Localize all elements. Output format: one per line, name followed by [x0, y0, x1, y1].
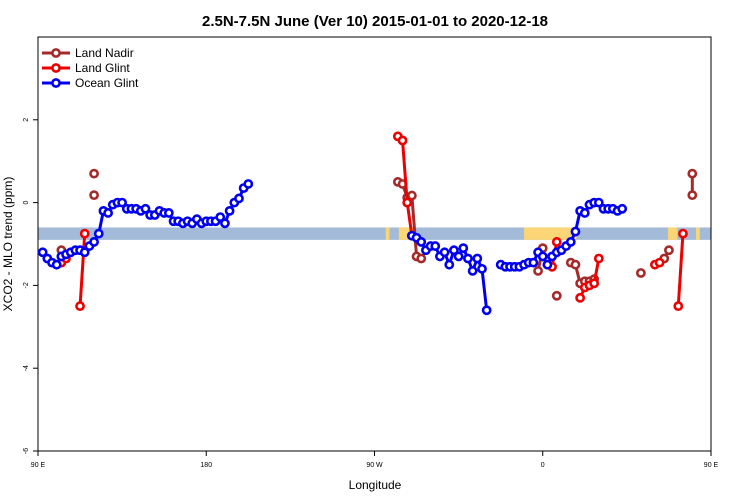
data-point [593, 197, 604, 208]
series-land-nadir [56, 168, 698, 301]
y-tick-label: 2 [23, 118, 30, 122]
y-tick-label: 0 [23, 201, 30, 205]
data-point [243, 179, 254, 189]
data-point [575, 292, 586, 303]
series-line [676, 233, 685, 307]
y-axis-label: XCO2 - MLO trend (ppm) [1, 177, 15, 312]
data-point [533, 266, 543, 276]
data-point [79, 228, 90, 239]
data-point [589, 278, 600, 289]
data-point [75, 301, 85, 311]
data-point [542, 259, 553, 270]
data-point [117, 197, 128, 208]
data-point [444, 259, 455, 270]
data-point [140, 203, 151, 214]
data-point [406, 190, 417, 201]
data-point [416, 237, 427, 247]
chart-title: 2.5N-7.5N June (Ver 10) 2015-01-01 to 20… [202, 13, 548, 30]
x-tick-label: 90 E [31, 462, 46, 469]
data-point [220, 218, 230, 229]
data-point [551, 237, 562, 247]
data-point [664, 245, 674, 256]
x-axis-ticks: 90 E 180 90 W 0 90 E [31, 451, 719, 469]
data-point [215, 212, 226, 222]
y-tick-label: -4 [23, 365, 30, 371]
land-band-segment [668, 227, 678, 240]
plot-frame [37, 36, 712, 452]
data-point [673, 301, 684, 311]
data-point [579, 208, 590, 218]
data-point [430, 241, 441, 251]
land-band-segment [385, 227, 390, 240]
data-point [458, 243, 469, 254]
data-point [687, 168, 698, 179]
data-point [224, 205, 235, 216]
data-point [635, 268, 646, 278]
data-point [537, 251, 548, 262]
data-point [93, 228, 104, 239]
data-point [481, 305, 492, 316]
data-point [593, 253, 604, 264]
legend-label: Land Glint [75, 61, 130, 75]
data-point [397, 135, 408, 146]
legend-marker [51, 63, 61, 73]
data-point [89, 190, 99, 201]
data-point [570, 259, 581, 270]
data-point [103, 208, 114, 218]
data-point [551, 290, 562, 301]
data-point [472, 253, 483, 264]
data-point [467, 266, 478, 276]
land-band-segment [524, 227, 577, 240]
x-tick-label: 0 [541, 462, 545, 469]
data-point [79, 247, 90, 258]
data-point [654, 257, 665, 268]
data-point [416, 253, 427, 264]
x-axis-label: Longitude [349, 478, 402, 492]
data-point [37, 247, 48, 258]
series-line [78, 233, 87, 307]
data-point [678, 228, 688, 239]
data-point [89, 168, 99, 179]
data-point [439, 247, 450, 258]
legend-marker [51, 78, 61, 88]
data-point [477, 263, 487, 274]
series-layer [37, 131, 698, 316]
series-land-glint [56, 131, 688, 311]
data-point [463, 253, 473, 264]
data-point [687, 190, 698, 201]
ocean-land-band [38, 227, 711, 240]
data-point [51, 259, 62, 270]
legend-marker [51, 48, 61, 58]
data-point [449, 245, 459, 256]
data-point [453, 251, 464, 262]
data-point [402, 197, 413, 208]
data-point [617, 203, 628, 214]
data-point [234, 193, 244, 204]
land-band-segment [696, 227, 700, 240]
data-point [89, 237, 99, 247]
data-point [528, 257, 539, 268]
x-tick-label: 90 W [366, 462, 383, 469]
series-ocean-glint [37, 179, 628, 316]
x-tick-label: 90 E [704, 462, 719, 469]
data-point [163, 208, 174, 218]
y-tick-label: -2 [23, 282, 30, 288]
data-point [565, 237, 576, 247]
y-axis-ticks: -6 -4 -2 0 2 [23, 118, 38, 454]
legend-label: Land Nadir [75, 46, 134, 60]
ocean-band [38, 227, 711, 240]
y-tick-label: -6 [23, 448, 30, 454]
data-point [570, 226, 581, 237]
legend-label: Ocean Glint [75, 76, 139, 90]
x-tick-label: 180 [200, 462, 212, 469]
